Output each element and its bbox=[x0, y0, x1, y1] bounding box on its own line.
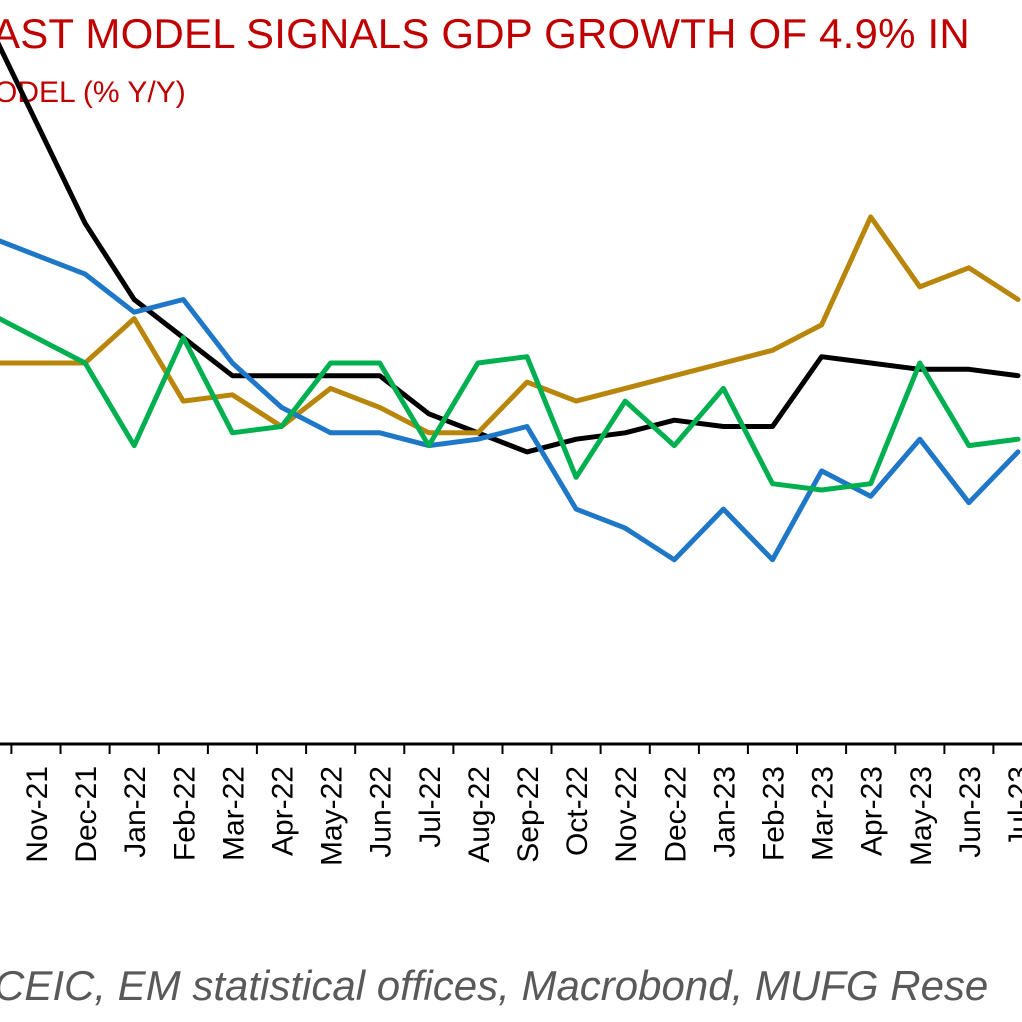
x-tick-label: Mar-23 bbox=[807, 766, 840, 861]
x-tick-label: Feb-23 bbox=[758, 766, 791, 861]
x-tick-label: Sep-22 bbox=[512, 766, 545, 863]
x-tick-label: Jul-22 bbox=[414, 766, 447, 848]
source-note: CEIC, EM statistical offices, Macrobond,… bbox=[0, 962, 989, 1009]
x-tick-label: Jun-22 bbox=[365, 766, 398, 858]
series-layer bbox=[0, 41, 1021, 563]
x-tick-label: Apr-22 bbox=[267, 766, 300, 856]
x-tick-label: Oct-22 bbox=[561, 766, 594, 856]
x-tick-label: Dec-22 bbox=[659, 766, 692, 863]
x-tick-label: Feb-22 bbox=[168, 766, 201, 861]
x-axis-ticks: Nov-21 Dec-21 Jan-22 Feb-22 Mar-22 Apr-22 May-… bbox=[10, 744, 1022, 866]
x-tick-label: Jan-23 bbox=[708, 766, 741, 858]
x-tick-label: Jan-22 bbox=[119, 766, 152, 858]
x-tick-label: Nov-22 bbox=[610, 766, 643, 863]
chart-subtitle: ODEL (% Y/Y) bbox=[0, 76, 186, 109]
x-tick-label: Mar-22 bbox=[217, 766, 250, 861]
x-tick-label: Jun-23 bbox=[954, 766, 987, 858]
series-line-0 bbox=[0, 41, 1021, 455]
series-line-2 bbox=[0, 238, 1021, 563]
x-tick-label: May-22 bbox=[316, 766, 349, 866]
x-tick-label: May-23 bbox=[905, 766, 938, 866]
x-tick-label: Dec-21 bbox=[70, 766, 103, 863]
series-line-3 bbox=[0, 316, 1021, 493]
x-tick-label: Jul-23 bbox=[1003, 766, 1022, 848]
x-tick-label: Apr-23 bbox=[856, 766, 889, 856]
series-line-1 bbox=[0, 214, 1021, 436]
x-tick-label: Nov-21 bbox=[21, 766, 54, 863]
chart-title: AST MODEL SIGNALS GDP GROWTH OF 4.9% IN bbox=[0, 10, 970, 57]
x-tick-label: Aug-22 bbox=[463, 766, 496, 863]
